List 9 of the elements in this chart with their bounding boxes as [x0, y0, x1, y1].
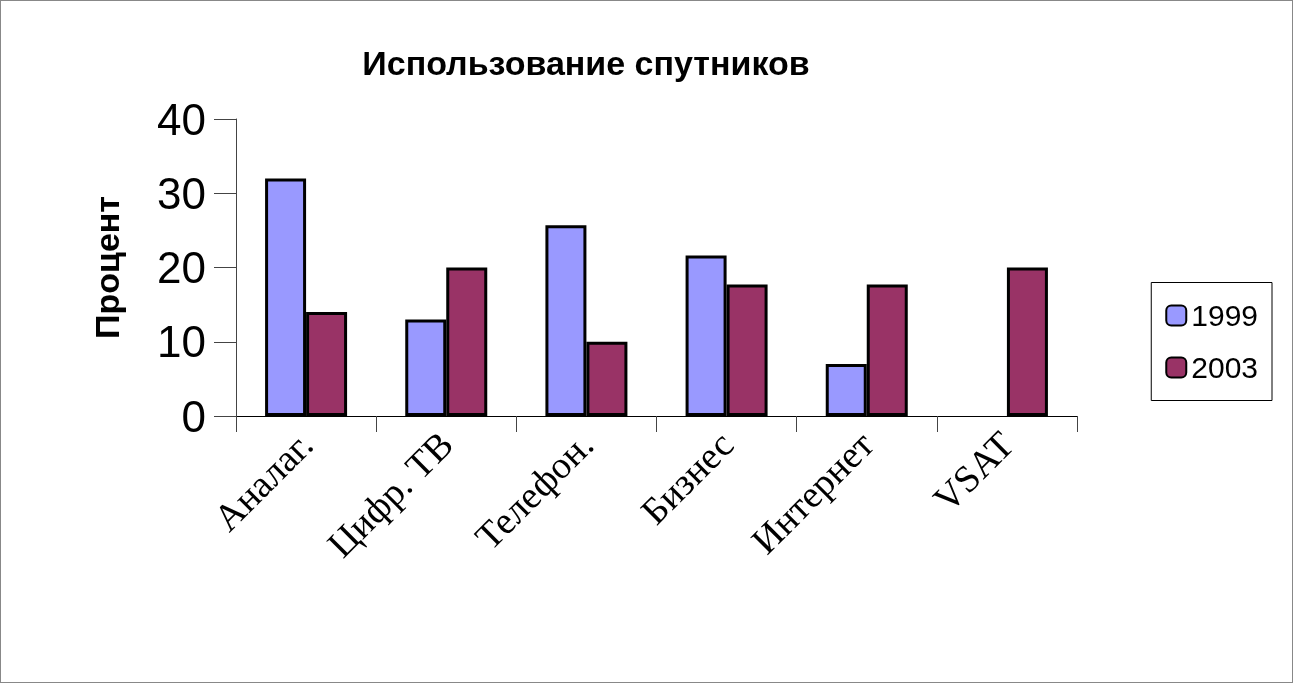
legend-label: 1999 — [1191, 299, 1259, 332]
y-tick-label: 10 — [157, 317, 206, 367]
y-tick-label: 30 — [157, 168, 206, 218]
y-tick-label: 0 — [181, 391, 206, 441]
chart-title: Использование спутников — [362, 44, 810, 82]
y-tick-label: 40 — [157, 94, 206, 144]
y-axis-title: Процент — [88, 196, 126, 339]
legend-label: 2003 — [1191, 351, 1259, 384]
y-tick-label: 20 — [157, 243, 206, 292]
